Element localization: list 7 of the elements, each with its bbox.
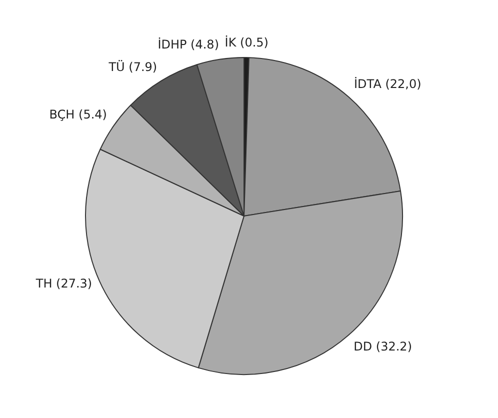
slice-label: BÇH (5.4) <box>49 108 107 122</box>
slice-label: İDHP (4.8) <box>158 38 220 52</box>
slice-label: TÜ (7.9) <box>108 60 158 74</box>
slice-label: İK (0.5) <box>224 36 268 50</box>
slice-label: İDTA (22,0) <box>354 77 422 92</box>
slice-label: DD (32.2) <box>354 339 412 354</box>
slice-label: TH (27.3) <box>34 276 92 290</box>
